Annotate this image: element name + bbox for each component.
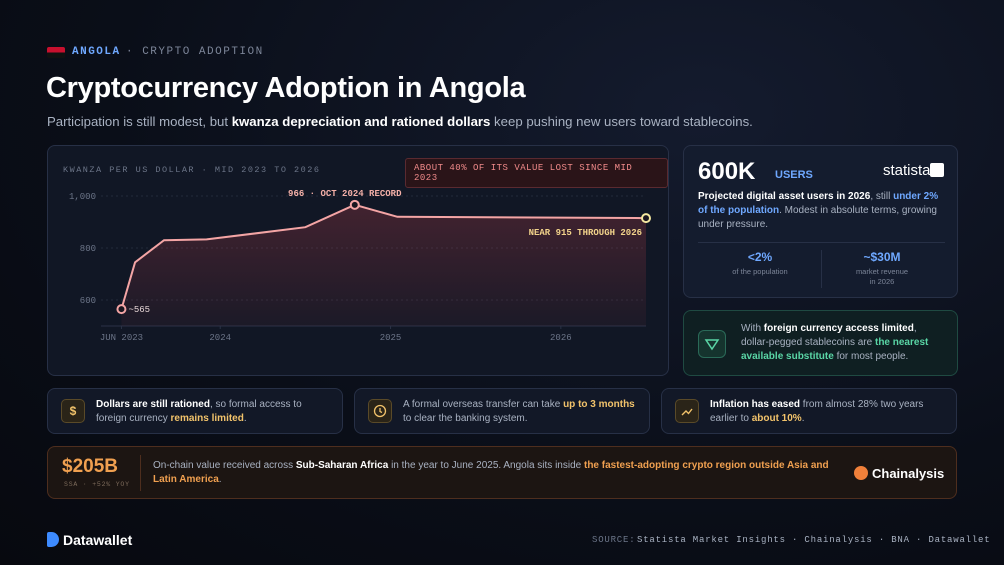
text-segment: Projected digital asset users in 2026 bbox=[698, 191, 871, 202]
y-tick-label: 800 bbox=[80, 244, 96, 254]
text-segment: . bbox=[801, 413, 805, 424]
text-segment: With bbox=[741, 323, 764, 334]
users-text: Projected digital asset users in 2026, s… bbox=[698, 190, 948, 232]
text-segment: Inflation has eased bbox=[710, 399, 801, 410]
text-segment: in the year to June 2025. Angola sits in… bbox=[388, 460, 584, 471]
brand-datawallet: Datawallet bbox=[63, 532, 133, 548]
fact-icon bbox=[368, 399, 392, 423]
y-tick-label: 600 bbox=[80, 296, 96, 306]
title: Cryptocurrency Adoption in Angola bbox=[46, 72, 526, 104]
area bbox=[121, 204, 646, 326]
stat-label: of the population bbox=[732, 267, 788, 276]
callout: ABOUT 40% OF ITS VALUE LOST SINCE MID 20… bbox=[405, 158, 668, 188]
y-tick-label: 1,000 bbox=[69, 192, 96, 202]
text-segment: . Modest in absolute terms, growing unde… bbox=[698, 205, 937, 230]
text-segment: remains limited bbox=[170, 413, 244, 424]
fact-text: Dollars are still rationed, so formal ac… bbox=[96, 398, 332, 426]
chart: 1,000 800 600 JUN 2023 2024 2025 2026 966 · OCT… bbox=[69, 189, 651, 343]
text-segment: up to 3 months bbox=[563, 399, 635, 410]
fact-card: $ Dollars are still rationed, so formal a… bbox=[47, 388, 343, 434]
text-segment: about 10% bbox=[751, 413, 802, 424]
fact-icon bbox=[675, 399, 699, 423]
users-unit: USERS bbox=[775, 169, 813, 181]
text-segment: the fastest-adopting crypto region outsi… bbox=[153, 460, 829, 485]
x-tick-label: 2025 bbox=[380, 333, 402, 343]
fact-text: Inflation has eased from almost 28% two … bbox=[710, 398, 946, 426]
start-label: ~565 bbox=[128, 305, 150, 315]
icon bbox=[704, 339, 720, 351]
fact-card: Inflation has eased from almost 28% two … bbox=[661, 388, 957, 434]
text-segment: to clear the banking system. bbox=[403, 413, 528, 424]
text-segment: the nearest available substitute bbox=[741, 337, 929, 362]
record-label: 966 · OCT 2024 RECORD bbox=[288, 189, 402, 199]
point bbox=[641, 213, 651, 224]
text-segment: . bbox=[243, 413, 247, 424]
tether-icon bbox=[698, 330, 726, 358]
text-segment: A formal overseas transfer can take bbox=[403, 399, 564, 410]
subtitle: Participation is still modest, but kwanz… bbox=[47, 114, 753, 130]
point bbox=[349, 199, 360, 210]
chart-panel: KWANZA PER US DOLLAR · MID 2023 TO 2026 … bbox=[47, 145, 669, 376]
text-segment: under 2% of the population bbox=[698, 191, 939, 216]
text-segment: from almost 28% two years earlier to bbox=[710, 399, 924, 424]
point bbox=[116, 304, 127, 315]
stat-value: <2% bbox=[747, 250, 773, 264]
text-segment: foreign currency access limited bbox=[763, 323, 914, 334]
divider bbox=[698, 242, 945, 243]
text-segment: Dollars are still rationed bbox=[96, 399, 210, 410]
section: · CRYPTO ADOPTION bbox=[126, 46, 264, 58]
text-segment: kwanza depreciation and rationed dollars bbox=[231, 114, 491, 129]
stablecoin-text: With foreign currency access limited, do… bbox=[741, 322, 946, 364]
brand-chainalysis: Chainalysis bbox=[872, 466, 945, 481]
divider bbox=[821, 250, 822, 288]
text-segment: On-chain value received across bbox=[153, 460, 296, 471]
datawallet-logo bbox=[47, 532, 59, 547]
flag bbox=[47, 47, 65, 58]
chainalysis-bar: $205B SSA · +52% YOY On-chain value rece… bbox=[47, 446, 957, 499]
text-segment: for most people. bbox=[833, 351, 909, 362]
chainalysis-value: $205B bbox=[62, 456, 118, 477]
fact-card: A formal overseas transfer can take up t… bbox=[354, 388, 650, 434]
x-tick-label: 2024 bbox=[209, 333, 231, 343]
sources: Statista Market Insights · Chainalysis ·… bbox=[637, 535, 991, 545]
text-segment: , so formal access to foreign currency bbox=[96, 399, 302, 424]
end-label: NEAR 915 THROUGH 2026 bbox=[529, 228, 642, 238]
text-segment: . bbox=[218, 474, 222, 485]
stat-label: market revenue in 2026 bbox=[855, 267, 909, 286]
fact-icon: $ bbox=[61, 399, 85, 423]
chart-title: KWANZA PER US DOLLAR · MID 2023 TO 2026 bbox=[63, 165, 321, 175]
stat-value: ~$30M bbox=[863, 250, 901, 264]
chainalysis-logo bbox=[854, 466, 868, 480]
users-value: 600K bbox=[698, 158, 756, 185]
text-segment: keep pushing new users toward stablecoin… bbox=[490, 114, 753, 129]
stablecoin-card: With foreign currency access limited, do… bbox=[683, 310, 958, 376]
statista-mark bbox=[930, 163, 944, 177]
text-segment: Participation is still modest, but bbox=[47, 114, 232, 129]
text-segment: , still bbox=[870, 191, 894, 202]
users-card: 600K USERS statista Projected digital as… bbox=[683, 145, 958, 298]
fact-text: A formal overseas transfer can take up t… bbox=[403, 398, 639, 426]
source-label: SOURCE: bbox=[592, 535, 636, 545]
x-tick-label: JUN 2023 bbox=[100, 333, 143, 343]
brand-statista: statista bbox=[883, 162, 931, 179]
text-segment: Sub-Saharan Africa bbox=[295, 460, 389, 471]
divider bbox=[140, 455, 141, 491]
line bbox=[120, 203, 647, 310]
text-segment: , dollar-pegged stablecoins are bbox=[741, 323, 917, 348]
chainalysis-sub: SSA · +52% YOY bbox=[64, 481, 130, 488]
chainalysis-text: On-chain value received across Sub-Sahar… bbox=[153, 459, 843, 487]
country: ANGOLA bbox=[72, 46, 121, 58]
x-tick-label: 2026 bbox=[550, 333, 572, 343]
